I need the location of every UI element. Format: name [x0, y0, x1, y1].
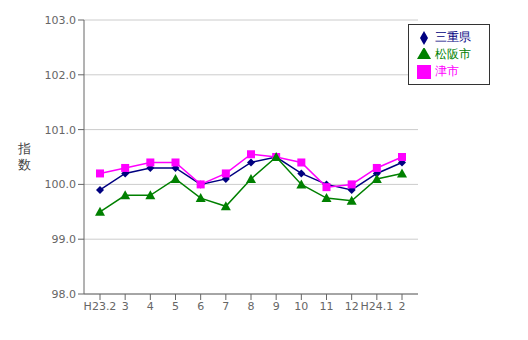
svg-text:指数: 指数 — [17, 141, 31, 172]
svg-text:102.0: 102.0 — [45, 69, 77, 82]
html-text:津市: 津市 — [435, 64, 459, 78]
svg-text:10: 10 — [294, 300, 308, 313]
svg-text:11: 11 — [320, 300, 334, 313]
svg-text:99.0: 99.0 — [52, 233, 77, 246]
svg-text:5: 5 — [172, 300, 179, 313]
svg-text:H23.2: H23.2 — [84, 300, 117, 313]
svg-text:8: 8 — [248, 300, 255, 313]
svg-text:4: 4 — [147, 300, 154, 313]
svg-text:100.0: 100.0 — [45, 178, 77, 191]
svg-text:101.0: 101.0 — [45, 124, 77, 137]
svg-text:H24.1: H24.1 — [360, 300, 393, 313]
html-text:三重県: 三重県 — [435, 30, 471, 44]
svg-text:103.0: 103.0 — [45, 14, 77, 27]
svg-text:7: 7 — [222, 300, 229, 313]
svg-text:9: 9 — [273, 300, 280, 313]
svg-text:2: 2 — [399, 300, 406, 313]
svg-text:98.0: 98.0 — [52, 288, 77, 301]
html-text:松阪市: 松阪市 — [435, 47, 471, 61]
svg-text:3: 3 — [122, 300, 129, 313]
svg-text:6: 6 — [197, 300, 204, 313]
svg-text:12: 12 — [345, 300, 359, 313]
